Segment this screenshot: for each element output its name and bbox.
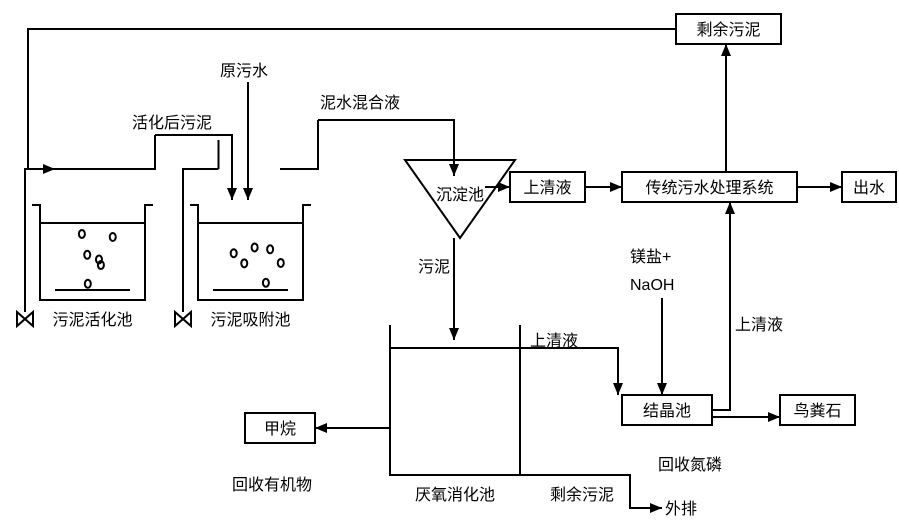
svg-text:沉淀池: 沉淀池	[436, 186, 484, 204]
svg-text:上清液: 上清液	[530, 332, 578, 350]
svg-text:活化后污泥: 活化后污泥	[132, 114, 212, 132]
svg-text:剩余污泥: 剩余污泥	[550, 485, 614, 504]
svg-text:镁盐+: 镁盐+	[630, 248, 671, 266]
svg-text:原污水: 原污水	[220, 62, 268, 80]
svg-text:传统污水处理系统: 传统污水处理系统	[645, 179, 773, 197]
svg-text:剩余污泥: 剩余污泥	[696, 20, 760, 39]
svg-text:鸟粪石: 鸟粪石	[793, 402, 841, 420]
svg-text:污泥: 污泥	[418, 258, 450, 276]
svg-text:甲烷: 甲烷	[264, 420, 296, 438]
svg-text:泥水混合液: 泥水混合液	[320, 94, 400, 112]
svg-text:NaOH: NaOH	[630, 277, 674, 294]
svg-text:回收有机物: 回收有机物	[232, 476, 312, 494]
svg-text:出水: 出水	[853, 179, 885, 197]
svg-text:上清液: 上清液	[735, 316, 783, 334]
svg-text:上清液: 上清液	[523, 179, 571, 197]
svg-text:回收氮磷: 回收氮磷	[658, 456, 722, 474]
svg-text:结晶池: 结晶池	[643, 402, 691, 420]
svg-text:外排: 外排	[665, 500, 697, 518]
svg-text:污泥吸附池: 污泥吸附池	[210, 311, 290, 329]
svg-text:污泥活化池: 污泥活化池	[52, 311, 132, 329]
svg-text:厌氧消化池: 厌氧消化池	[415, 486, 495, 504]
